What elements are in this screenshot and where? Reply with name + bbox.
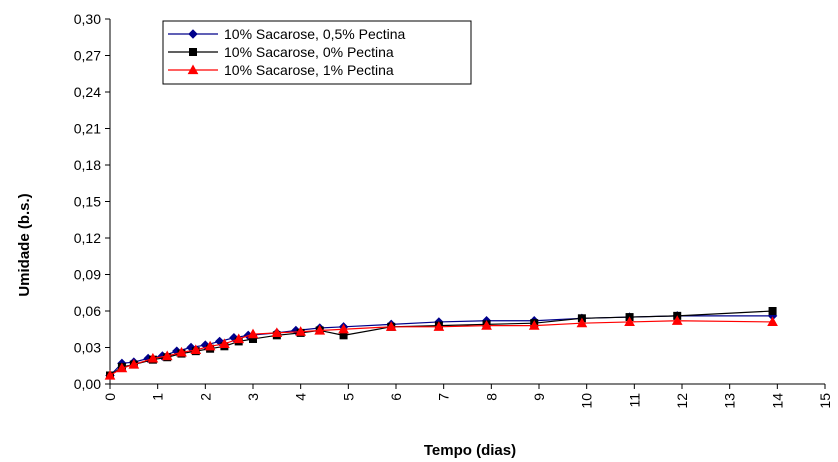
data-point-triangle [104,369,116,380]
y-axis-ticks: 0,00 0,03 0,06 0,09 0,12 0,15 0,18 0,21 0,24 0,27… [74,11,110,392]
legend-label: 10% Sacarose, 1% Pectina [224,62,394,78]
data-point-triangle [176,346,187,357]
data-point-triangle [767,316,778,327]
legend-item: 10% Sacarose, 1% Pectina [168,62,394,78]
x-axis-title: Tempo (dias) [424,442,516,459]
data-point-square [189,48,197,56]
data-point-diamond [188,29,198,39]
y-tick-label: 0,15 [74,194,101,210]
x-tick-label: 11 [626,393,642,408]
legend: 10% Sacarose, 0,5% Pectina 10% Sacarose, … [162,20,472,85]
data-point-triangle [385,321,397,331]
data-point-triangle [481,320,492,330]
x-tick-label: 3 [245,393,261,401]
x-tick-label: 2 [197,393,213,401]
x-tick-label: 14 [769,393,785,409]
y-tick-label: 0,18 [74,157,101,173]
y-tick-label: 0,27 [74,48,101,64]
x-tick-label: 4 [293,393,309,401]
data-point-triangle [116,362,128,373]
y-tick-label: 0,03 [74,340,101,356]
data-point-triangle [147,352,159,363]
y-tick-label: 0,12 [74,230,101,246]
y-tick-label: 0,24 [74,84,101,100]
data-point-triangle [624,316,635,327]
data-point-triangle [295,326,307,336]
data-point-triangle [528,320,540,330]
data-point-triangle [190,344,202,355]
data-point-triangle [233,333,245,344]
data-point-triangle [271,327,283,337]
y-tick-label: 0,00 [74,376,101,392]
x-tick-label: 13 [722,393,738,409]
x-tick-label: 7 [436,393,452,401]
data-point-triangle [338,323,349,334]
data-point-square [768,307,777,315]
data-point-triangle [671,315,683,325]
x-tick-label: 15 [817,393,833,409]
x-tick-label: 10 [579,393,595,409]
y-tick-label: 0,09 [74,267,101,283]
y-tick-label: 0,21 [74,121,101,137]
x-axis-ticks: 0 1 2 3 4 5 6 7 8 9 10 11 12 13 14 15 [102,384,833,409]
series-triangle [104,315,778,380]
x-tick-label: 8 [483,393,499,401]
data-point-triangle [187,64,199,75]
legend-item: 10% Sacarose, 0,5% Pectina [168,26,406,42]
y-tick-label: 0,06 [74,303,101,319]
legend-item: 10% Sacarose, 0% Pectina [168,44,394,60]
legend-label: 10% Sacarose, 0% Pectina [224,44,394,60]
x-tick-label: 0 [102,393,118,401]
data-point-triangle [314,324,326,335]
legend-label: 10% Sacarose, 0,5% Pectina [224,26,406,42]
y-axis-title: Umidade (b.s.) [16,193,33,296]
series-layer [104,307,778,381]
data-point-triangle [161,350,173,361]
x-tick-label: 6 [388,393,404,401]
data-point-triangle [247,328,259,339]
x-tick-label: 5 [340,393,356,401]
data-point-triangle [576,317,588,328]
data-point-triangle [204,340,216,351]
data-point-triangle [433,321,445,331]
x-tick-label: 1 [150,393,166,401]
y-tick-label: 0,30 [74,11,101,27]
x-tick-label: 12 [674,393,690,409]
data-point-triangle [219,338,230,348]
x-tick-label: 9 [531,393,547,401]
data-point-triangle [128,359,140,369]
